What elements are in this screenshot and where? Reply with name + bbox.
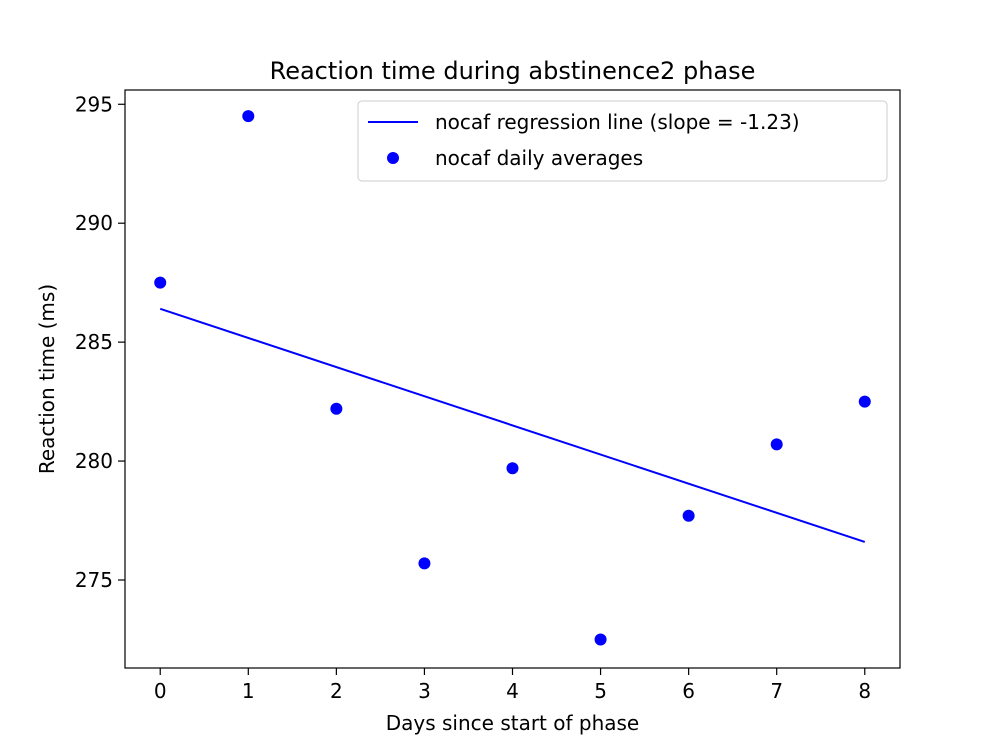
regression-line [159, 307, 866, 543]
data-point [858, 395, 871, 408]
chart-title: Reaction time during abstinence2 phase [270, 57, 756, 85]
legend-label-averages: nocaf daily averages [435, 146, 643, 170]
legend-label-regression: nocaf regression line (slope = -1.23) [435, 110, 800, 134]
x-tick-label: 5 [594, 679, 607, 703]
data-point [154, 276, 167, 289]
x-axis-label: Days since start of phase [386, 711, 640, 735]
y-tick-label: 275 [75, 568, 113, 592]
plot-frame [124, 89, 901, 669]
x-tick-label: 3 [418, 679, 431, 703]
data-point [594, 633, 607, 646]
y-axis-label: Reaction time (ms) [35, 284, 59, 474]
data-point [682, 509, 695, 522]
plot-area [125, 90, 900, 668]
x-tick-label: 2 [330, 679, 343, 703]
y-tick-label: 290 [75, 211, 113, 235]
x-tick-label: 6 [682, 679, 695, 703]
y-tick-label: 295 [75, 92, 113, 116]
x-tick-label: 4 [506, 679, 519, 703]
x-tick-label: 0 [154, 679, 167, 703]
y-tick-label: 280 [75, 449, 113, 473]
data-point [418, 557, 431, 570]
y-axis: 275 280 285 290 295 [75, 92, 125, 592]
x-tick-label: 8 [858, 679, 871, 703]
x-tick-label: 7 [770, 679, 783, 703]
x-axis: 0 1 2 3 4 5 6 7 8 [154, 668, 871, 703]
data-point [330, 402, 343, 415]
legend: nocaf regression line (slope = -1.23) no… [357, 100, 888, 182]
data-point [242, 110, 255, 123]
data-point [770, 438, 783, 451]
data-point [506, 462, 519, 475]
legend-dot-swatch [387, 152, 399, 164]
x-tick-label: 1 [242, 679, 255, 703]
plot-marks [154, 110, 871, 646]
y-tick-label: 285 [75, 330, 113, 354]
legend-box [357, 100, 888, 182]
